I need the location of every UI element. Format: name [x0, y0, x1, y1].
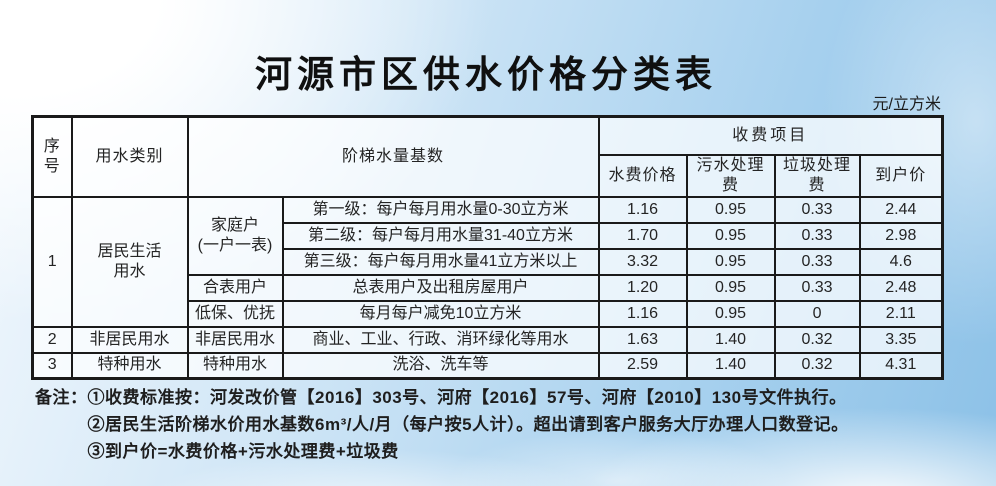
notes-items: ①收费标准按：河发改价管【2016】303号、河府【2016】57号、河府【20…: [88, 384, 849, 465]
sewage-fee-cell: 0.95: [685, 273, 776, 302]
water-price-cell: 1.16: [597, 299, 688, 328]
table-row: 2 非居民用水 非居民用水 商业、工业、行政、消环绿化等用水 1.63 1.40…: [31, 325, 944, 354]
garbage-fee-cell: 0.33: [773, 273, 861, 302]
water-price-cell: 2.59: [597, 351, 688, 380]
header-household-price: 到户价: [858, 153, 944, 198]
sewage-fee-cell: 0.95: [685, 221, 776, 250]
household-price-cell: 4.6: [858, 247, 944, 276]
header-charge-items: 收费项目: [597, 115, 944, 156]
household-price-cell: 3.35: [858, 325, 944, 354]
header-seq: 序号: [31, 115, 73, 198]
household-price-cell: 4.31: [858, 351, 944, 380]
garbage-fee-cell: 0.33: [773, 195, 861, 224]
category-cell: 非居民用水: [70, 325, 189, 354]
note-item-2: ②居民生活阶梯水价用水基数6m³/人/月（每户按5人计）。超出请到客户服务大厅办…: [87, 415, 849, 434]
header-category: 用水类别: [70, 115, 189, 198]
header-tier-base: 阶梯水量基数: [186, 115, 600, 198]
header-sewage-fee: 污水处理费: [685, 153, 776, 198]
page-title: 河源市区供水价格分类表: [255, 55, 717, 96]
water-price-cell: 1.16: [597, 195, 688, 224]
garbage-fee-cell: 0.32: [773, 325, 861, 354]
water-price-cell: 3.32: [597, 247, 688, 276]
seq-cell: 1: [31, 195, 73, 328]
garbage-fee-cell: 0: [773, 299, 861, 328]
household-price-cell: 2.11: [858, 299, 944, 328]
table-row: 第三级：每户每月用水量41立方米以上 3.32 0.95 0.33 4.6: [33, 247, 944, 276]
note-item-1: ①收费标准按：河发改价管【2016】303号、河府【2016】57号、河府【20…: [87, 388, 847, 407]
subcategory-cell: 低保、优抚: [186, 299, 284, 328]
tier-desc-cell: 第一级：每户每月用水量0-30立方米: [281, 195, 600, 224]
table-row: 3 特种用水 特种用水 洗浴、洗车等 2.59 1.40 0.32 4.31: [31, 351, 944, 380]
header-water-price: 水费价格: [597, 153, 688, 198]
subcategory-cell: 家庭户 (一户一表): [186, 195, 284, 276]
sewage-fee-cell: 0.95: [685, 195, 776, 224]
tier-desc-cell: 总表用户及出租房屋用户: [281, 273, 600, 302]
tier-desc-cell: 商业、工业、行政、消环绿化等用水: [281, 325, 600, 354]
notes-section: 备注： ①收费标准按：河发改价管【2016】303号、河府【2016】57号、河…: [35, 384, 849, 465]
household-price-cell: 2.48: [858, 273, 944, 302]
sewage-fee-cell: 1.40: [685, 325, 776, 354]
notes-label: 备注：: [35, 388, 88, 407]
header-garbage-fee: 垃圾处理费: [773, 153, 861, 198]
tier-desc-cell: 每月每户减免10立方米: [281, 299, 600, 328]
household-price-cell: 2.98: [858, 221, 944, 250]
tier-desc-cell: 第三级：每户每月用水量41立方米以上: [281, 247, 600, 276]
table-row: 合表用户 总表用户及出租房屋用户 1.20 0.95 0.33 2.48: [33, 273, 944, 302]
water-price-cell: 1.20: [597, 273, 688, 302]
unit-label: 元/立方米: [872, 96, 941, 113]
water-price-table: 序号 用水类别 阶梯水量基数 收费项目 水费价格 污水处理费 垃圾处理费 到户价…: [31, 115, 945, 380]
table-row: 第二级：每户每月用水量31-40立方米 1.70 0.95 0.33 2.98: [33, 221, 944, 250]
sewage-fee-cell: 1.40: [685, 351, 776, 380]
table-row: 1 居民生活 用水 家庭户 (一户一表) 第一级：每户每月用水量0-30立方米 …: [31, 195, 944, 328]
sewage-fee-cell: 0.95: [685, 299, 776, 328]
tier-desc-cell: 洗浴、洗车等: [281, 351, 600, 380]
water-price-cell: 1.70: [597, 221, 688, 250]
subcategory-cell: 非居民用水: [186, 325, 284, 354]
garbage-fee-cell: 0.33: [773, 221, 861, 250]
tier-desc-cell: 第二级：每户每月用水量31-40立方米: [281, 221, 600, 250]
seq-cell: 3: [31, 351, 73, 380]
subcategory-cell: 特种用水: [186, 351, 284, 380]
subcategory-cell: 合表用户: [186, 273, 284, 302]
garbage-fee-cell: 0.33: [773, 247, 861, 276]
seq-cell: 2: [31, 325, 73, 354]
category-cell: 居民生活 用水: [70, 195, 189, 328]
garbage-fee-cell: 0.32: [773, 351, 861, 380]
note-item-3: ③到户价=水费价格+污水处理费+垃圾费: [87, 442, 399, 461]
sewage-fee-cell: 0.95: [685, 247, 776, 276]
table-row: 低保、优抚 每月每户减免10立方米 1.16 0.95 0 2.11: [33, 299, 944, 328]
water-price-cell: 1.63: [597, 325, 688, 354]
category-cell: 特种用水: [70, 351, 189, 380]
household-price-cell: 2.44: [858, 195, 944, 224]
